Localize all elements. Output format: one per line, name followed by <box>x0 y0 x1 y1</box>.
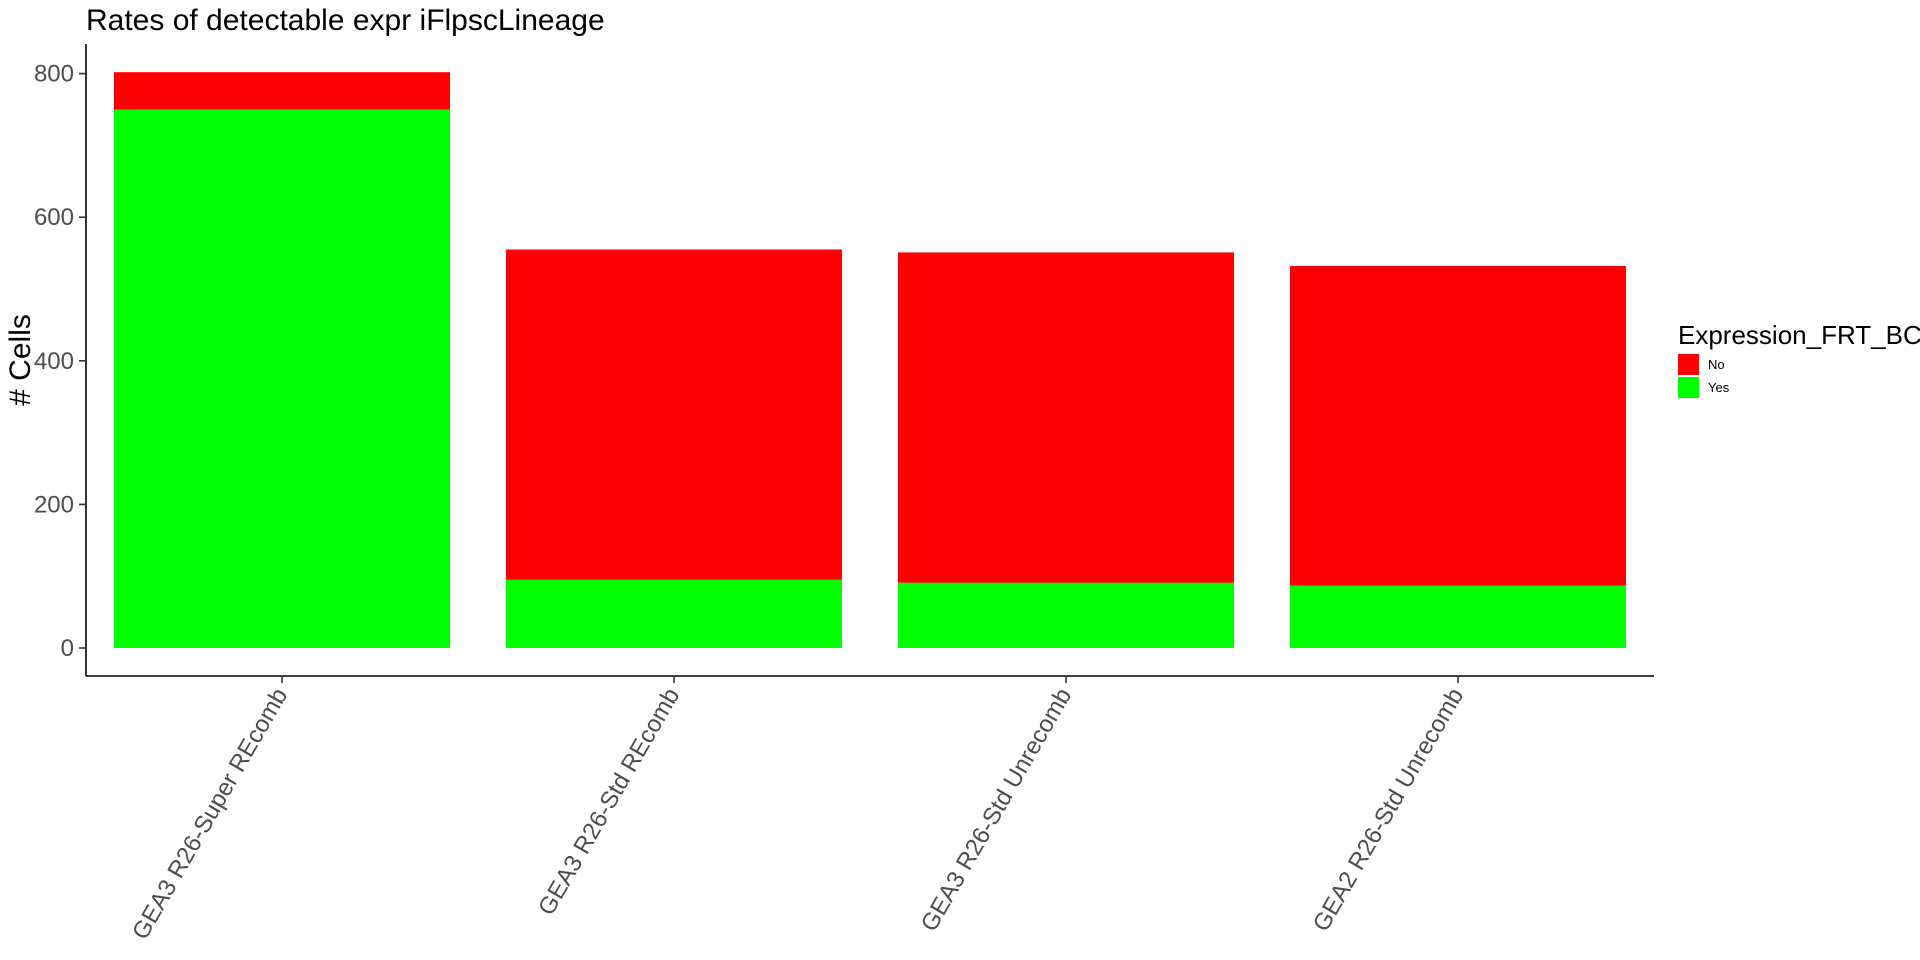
bars-group <box>114 72 1626 648</box>
bar-yes-1 <box>114 109 450 648</box>
y-axis-title: # Cells <box>4 314 37 406</box>
chart-title: Rates of detectable expr iFlpscLineage <box>86 4 605 37</box>
bar-no-4 <box>1290 266 1626 586</box>
legend-key-no <box>1678 354 1699 375</box>
bar-no-1 <box>114 72 450 110</box>
bar-yes-4 <box>1290 585 1626 648</box>
x-axis: GEA3 R26-Super REcomb GEA3 R26-Std REcomb… <box>86 675 1654 945</box>
legend-key-yes <box>1678 377 1699 398</box>
x-tick-label-2: GEA3 R26-Std REcomb <box>533 684 685 920</box>
x-tick-label-1: GEA3 R26-Super REcomb <box>127 684 293 945</box>
y-axis: 0 200 400 600 800 <box>34 44 87 676</box>
y-tick-label: 600 <box>34 204 74 231</box>
bar-no-3 <box>898 252 1234 583</box>
legend-label-no: No <box>1708 357 1725 372</box>
x-tick-label-3: GEA3 R26-Std Unrecomb <box>916 684 1077 937</box>
bar-yes-3 <box>898 582 1234 648</box>
x-tick-label-4: GEA2 R26-Std Unrecomb <box>1308 684 1469 937</box>
legend-title: Expression_FRT_BC <box>1678 320 1920 350</box>
legend: Expression_FRT_BC No Yes <box>1678 320 1920 398</box>
bar-no-2 <box>506 249 842 580</box>
bar-yes-2 <box>506 579 842 648</box>
y-tick-label: 200 <box>34 491 74 518</box>
y-tick-label: 800 <box>34 61 74 88</box>
y-tick-label: 400 <box>34 348 74 375</box>
y-tick-label: 0 <box>61 635 74 662</box>
legend-label-yes: Yes <box>1708 380 1730 395</box>
